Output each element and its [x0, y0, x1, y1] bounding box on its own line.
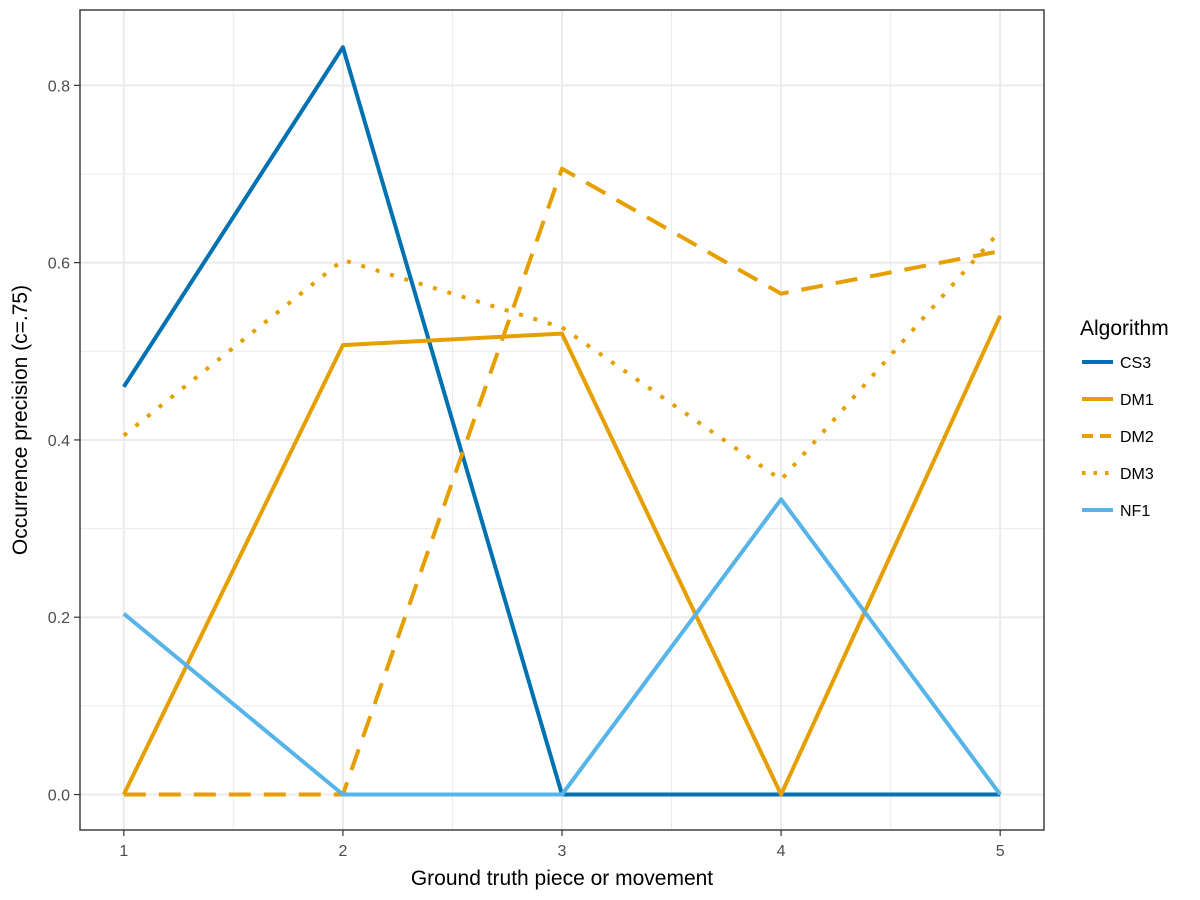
x-tick-label: 5: [996, 843, 1005, 860]
y-tick-label: 0.8: [48, 78, 70, 95]
x-tick-label: 2: [338, 843, 347, 860]
series-line-dm1: [122, 314, 1003, 797]
y-tick-label: 0.2: [48, 610, 70, 627]
y-tick-label: 0.0: [48, 788, 70, 805]
legend-label-cs3: CS3: [1120, 355, 1151, 372]
y-axis-title: Occurrence precision (c=.75): [9, 285, 32, 555]
legend-label-nf1: NF1: [1120, 503, 1150, 520]
series-line-dm2: [123, 166, 1001, 797]
tick-labels: 1 2 3 4 5 0.0 0.2 0.4 0.6 0.8: [48, 78, 1005, 860]
x-tick-label: 1: [119, 843, 128, 860]
axis-ticks: [74, 84, 1001, 836]
legend-label-dm2: DM2: [1120, 429, 1154, 446]
x-axis-title: Ground truth piece or movement: [411, 867, 713, 890]
y-tick-label: 0.4: [48, 433, 70, 450]
legend: Algorithm CS3 DM1 DM2 DM3 NF1: [1080, 317, 1169, 520]
series-line-dm3: [122, 229, 1002, 482]
series-lines: [122, 45, 1003, 797]
y-tick-label: 0.6: [48, 256, 70, 273]
x-tick-label: 3: [558, 843, 567, 860]
legend-label-dm3: DM3: [1120, 466, 1154, 483]
legend-title: Algorithm: [1080, 317, 1169, 340]
legend-label-dm1: DM1: [1120, 392, 1154, 409]
series-line-nf1: [122, 497, 1002, 797]
x-tick-label: 4: [777, 843, 786, 860]
